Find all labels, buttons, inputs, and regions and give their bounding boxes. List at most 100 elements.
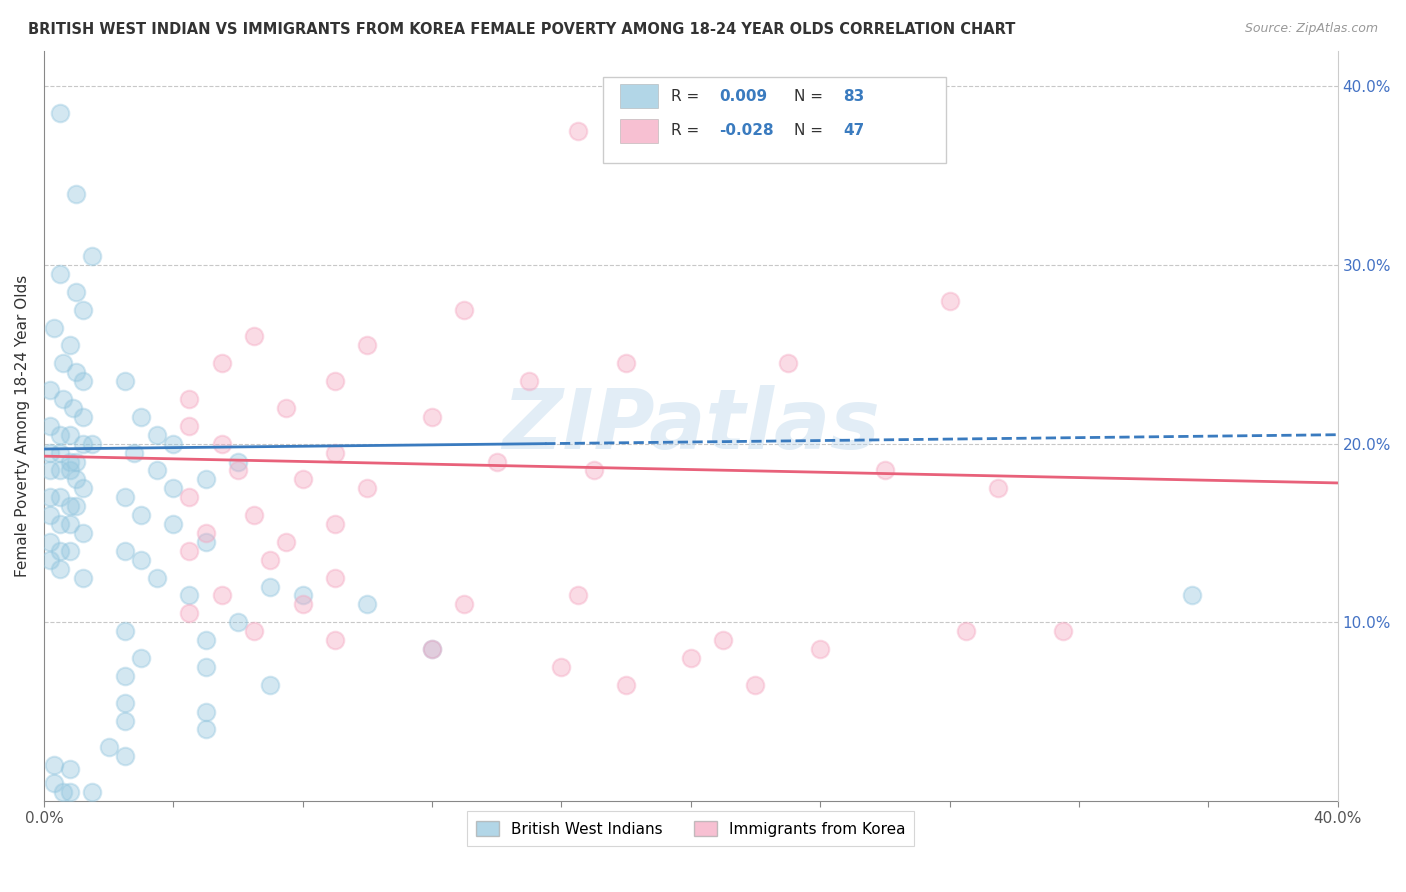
Point xyxy=(179,392,201,406)
Point xyxy=(62,401,84,415)
Point xyxy=(323,571,346,585)
Point xyxy=(211,436,233,450)
Point xyxy=(49,516,72,531)
Point xyxy=(517,374,540,388)
Point xyxy=(194,525,217,540)
Point xyxy=(614,356,637,370)
Point xyxy=(194,534,217,549)
Point xyxy=(179,418,201,433)
Text: 47: 47 xyxy=(844,123,865,138)
Point xyxy=(49,463,72,477)
Point xyxy=(65,454,87,468)
Point xyxy=(243,329,266,343)
Point xyxy=(211,589,233,603)
Point xyxy=(39,418,62,433)
Point xyxy=(49,544,72,558)
Point xyxy=(420,642,443,657)
Point xyxy=(59,338,82,352)
Point xyxy=(744,678,766,692)
Point xyxy=(291,589,314,603)
Point xyxy=(356,481,378,495)
Point xyxy=(114,669,136,683)
Point xyxy=(59,762,82,776)
Point xyxy=(420,409,443,424)
Point xyxy=(72,436,94,450)
Point xyxy=(567,124,589,138)
Point xyxy=(179,490,201,504)
Legend: British West Indians, Immigrants from Korea: British West Indians, Immigrants from Ko… xyxy=(467,812,914,846)
Point xyxy=(59,499,82,513)
Point xyxy=(162,516,184,531)
Text: 83: 83 xyxy=(844,89,865,104)
Point xyxy=(114,374,136,388)
Point xyxy=(52,356,75,370)
Text: BRITISH WEST INDIAN VS IMMIGRANTS FROM KOREA FEMALE POVERTY AMONG 18-24 YEAR OLD: BRITISH WEST INDIAN VS IMMIGRANTS FROM K… xyxy=(28,22,1015,37)
Text: -0.028: -0.028 xyxy=(720,123,773,138)
Point xyxy=(82,436,104,450)
Point xyxy=(65,499,87,513)
Point xyxy=(42,320,65,334)
Text: ZIPatlas: ZIPatlas xyxy=(502,385,880,467)
Point xyxy=(39,534,62,549)
Point xyxy=(194,633,217,648)
Point xyxy=(42,758,65,772)
Point xyxy=(52,392,75,406)
Point xyxy=(259,580,281,594)
Point xyxy=(114,624,136,639)
Point xyxy=(873,463,896,477)
Point xyxy=(39,490,62,504)
Point xyxy=(146,463,169,477)
FancyBboxPatch shape xyxy=(620,119,658,143)
FancyBboxPatch shape xyxy=(620,85,658,109)
Point xyxy=(49,267,72,281)
Point xyxy=(52,785,75,799)
Point xyxy=(65,472,87,486)
Point xyxy=(323,374,346,388)
Point xyxy=(453,598,475,612)
Point xyxy=(776,356,799,370)
Point xyxy=(82,785,104,799)
Text: Source: ZipAtlas.com: Source: ZipAtlas.com xyxy=(1244,22,1378,36)
Point xyxy=(243,624,266,639)
Point xyxy=(97,740,120,755)
Point xyxy=(567,589,589,603)
Point xyxy=(226,615,249,630)
Point xyxy=(39,508,62,522)
Point xyxy=(323,445,346,459)
Point xyxy=(453,302,475,317)
Point xyxy=(114,544,136,558)
Point xyxy=(129,553,152,567)
Point xyxy=(179,589,201,603)
Point xyxy=(179,544,201,558)
Point xyxy=(72,525,94,540)
Point xyxy=(356,338,378,352)
Point xyxy=(59,463,82,477)
Text: 0.009: 0.009 xyxy=(720,89,768,104)
Point xyxy=(72,374,94,388)
Point xyxy=(82,249,104,263)
Point xyxy=(146,571,169,585)
Point xyxy=(39,383,62,397)
Y-axis label: Female Poverty Among 18-24 Year Olds: Female Poverty Among 18-24 Year Olds xyxy=(15,275,30,577)
Point xyxy=(114,749,136,764)
Point xyxy=(582,463,605,477)
Point xyxy=(59,785,82,799)
Point xyxy=(276,534,298,549)
Point xyxy=(59,454,82,468)
Point xyxy=(114,696,136,710)
Point xyxy=(39,553,62,567)
Text: R =: R = xyxy=(671,123,700,138)
Point xyxy=(291,472,314,486)
Point xyxy=(72,409,94,424)
Point xyxy=(226,463,249,477)
Point xyxy=(276,401,298,415)
Point xyxy=(129,651,152,665)
Point xyxy=(72,571,94,585)
Point xyxy=(194,723,217,737)
Point xyxy=(323,516,346,531)
Point xyxy=(39,463,62,477)
Point xyxy=(550,660,572,674)
Point xyxy=(49,490,72,504)
Point xyxy=(65,285,87,299)
Point xyxy=(39,445,62,459)
